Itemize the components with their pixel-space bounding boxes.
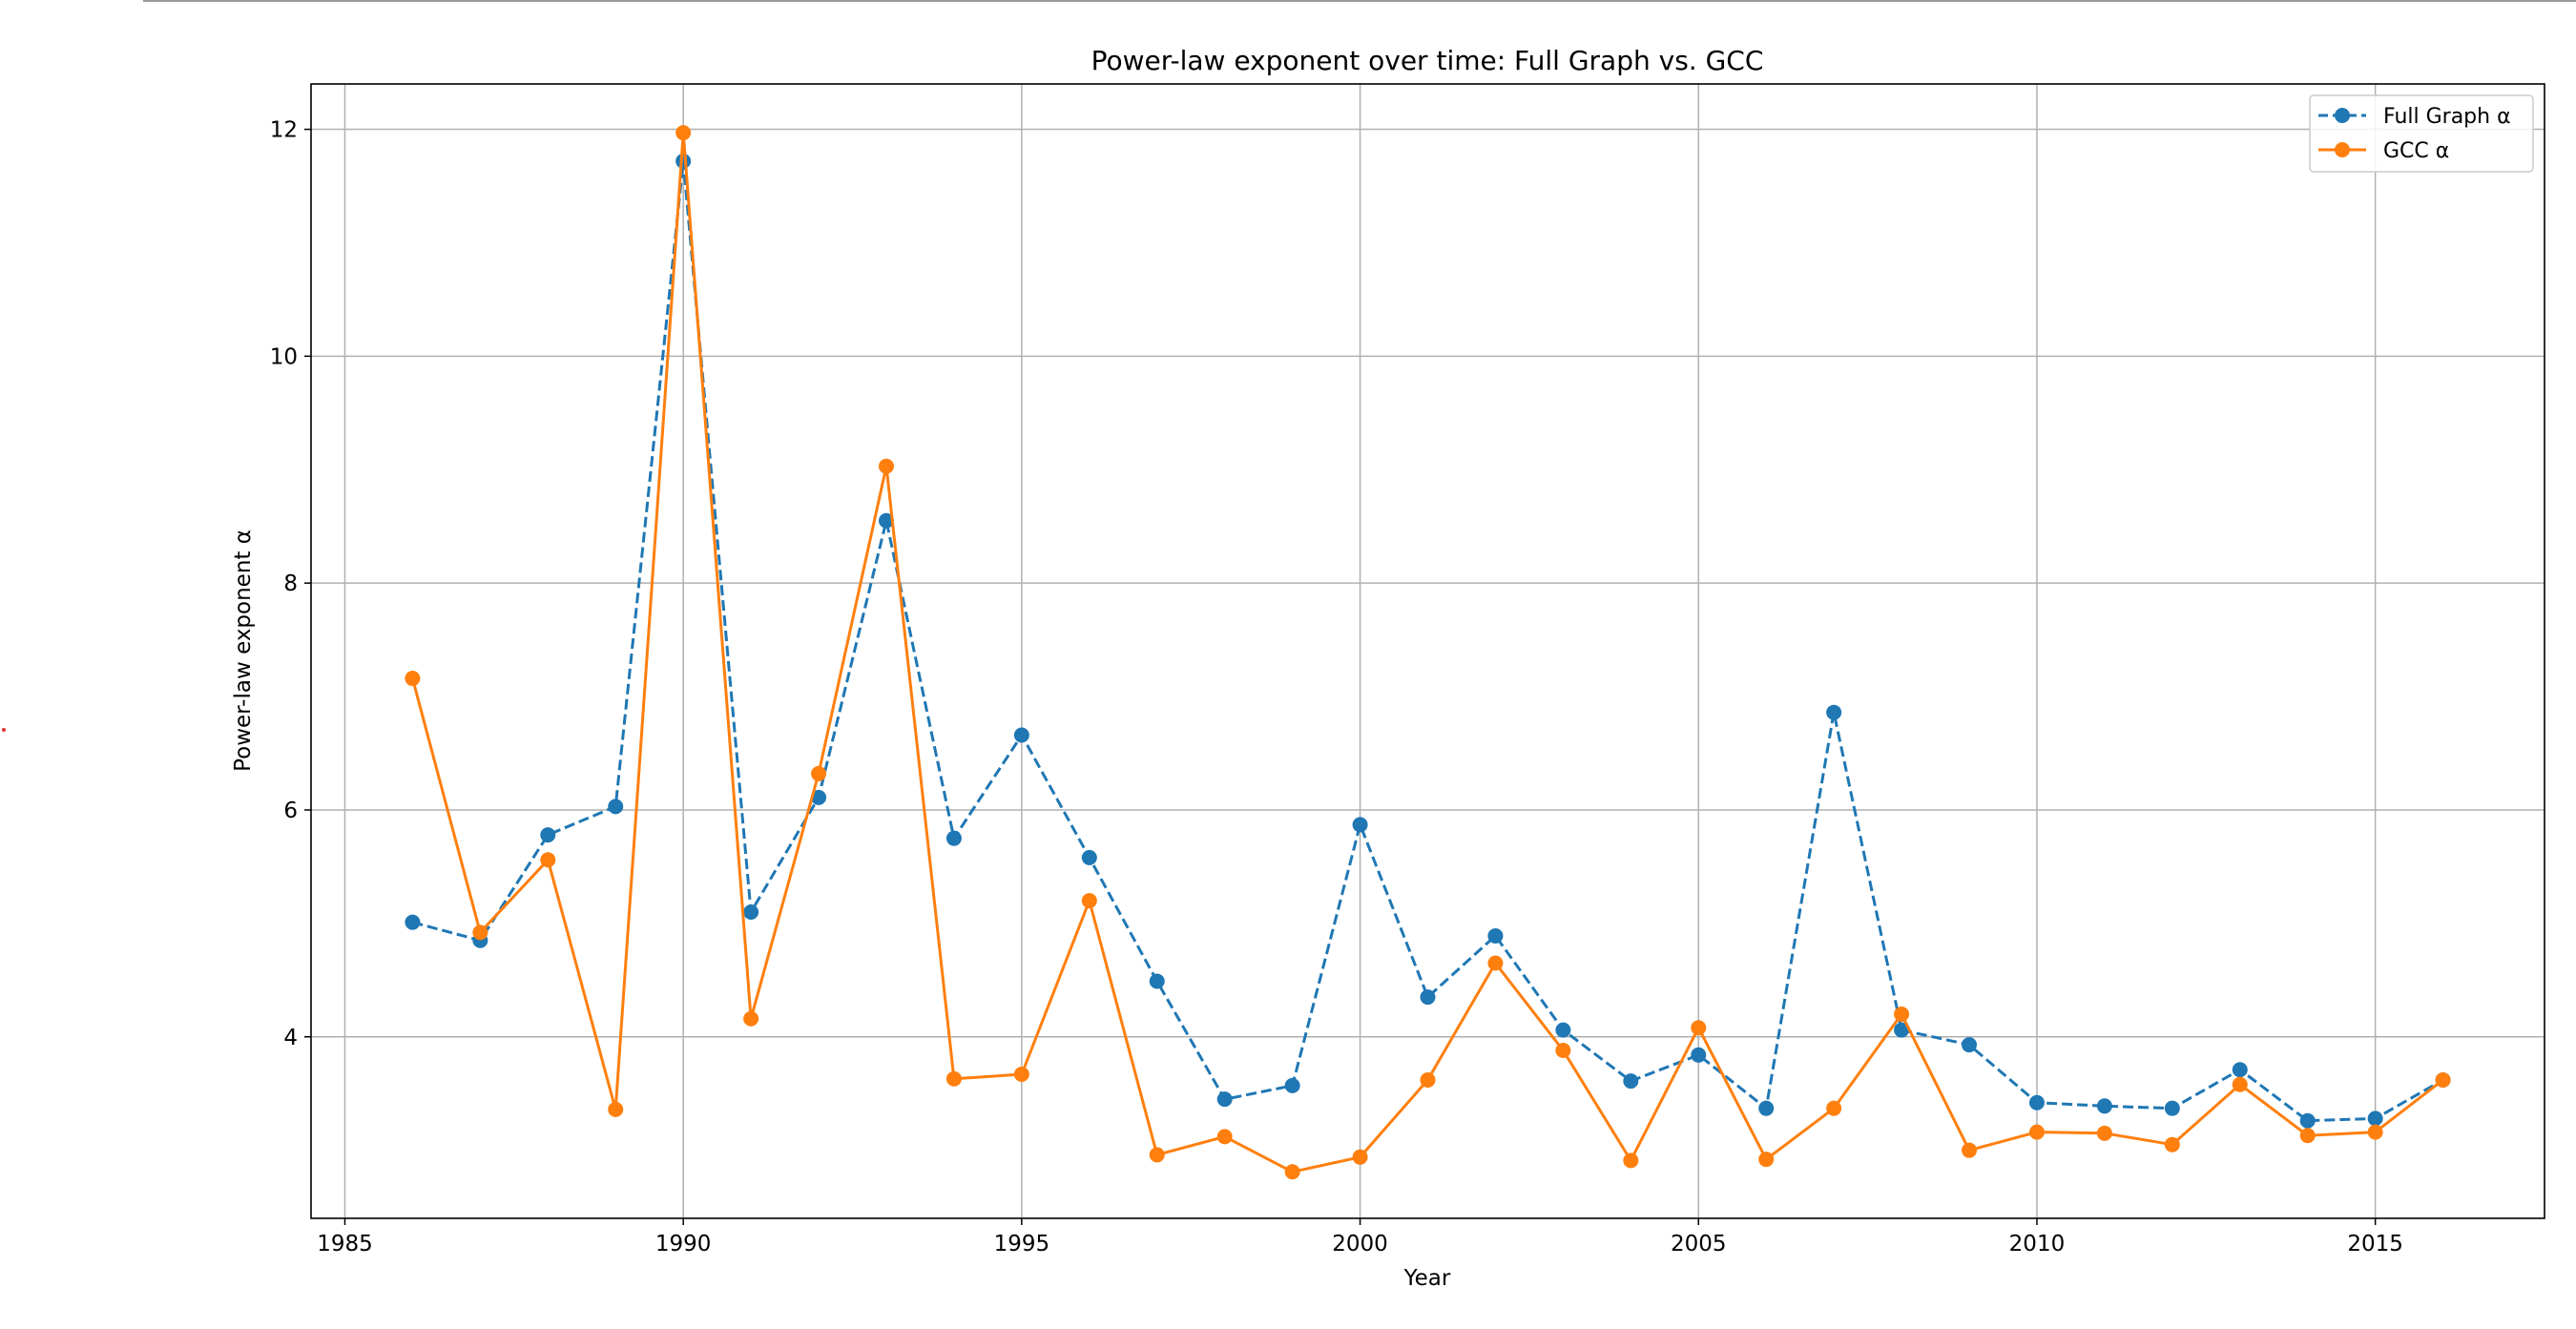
y-tick-label-12: 12 <box>270 118 298 143</box>
data-point-full-graph-2001 <box>1420 989 1436 1006</box>
x-tick-label-2015: 2015 <box>2347 1232 2403 1256</box>
data-point-full-graph-1988 <box>540 827 556 843</box>
y-tick-label-10: 10 <box>270 344 298 369</box>
data-point-full-graph-1986 <box>405 914 421 930</box>
data-point-full-graph-2000 <box>1352 817 1368 833</box>
data-point-gcc-1987 <box>472 924 488 941</box>
stray-red-dot <box>2 728 6 732</box>
x-tick-label-2010: 2010 <box>2009 1232 2066 1256</box>
data-point-full-graph-2015 <box>2367 1111 2383 1127</box>
data-point-gcc-1993 <box>878 458 894 474</box>
data-point-gcc-2002 <box>1487 955 1504 971</box>
data-point-gcc-2004 <box>1623 1152 1639 1169</box>
data-point-full-graph-2013 <box>2232 1062 2248 1078</box>
data-point-gcc-1998 <box>1216 1129 1233 1145</box>
data-point-full-graph-1993 <box>878 512 894 529</box>
data-point-full-graph-2008 <box>1894 1022 1910 1038</box>
data-point-gcc-2013 <box>2232 1076 2248 1092</box>
data-point-gcc-1988 <box>540 852 556 868</box>
top-border-line <box>143 0 2576 2</box>
series-line-full-graph <box>412 159 2444 1123</box>
data-point-gcc-2010 <box>2028 1124 2045 1140</box>
x-tick-label-2000: 2000 <box>1332 1232 1388 1256</box>
data-point-gcc-2005 <box>1691 1020 1707 1036</box>
data-point-full-graph-1991 <box>743 903 759 920</box>
axis-ticks: 1985 1990 1995 2000 2005 2010 2015 4 6 8 10 12 <box>270 118 2403 1256</box>
legend-label-full-graph: Full Graph α <box>2383 105 2511 129</box>
data-point-gcc-1990 <box>675 125 692 141</box>
x-tick-label-1985: 1985 <box>317 1232 373 1256</box>
data-point-full-graph-1998 <box>1216 1091 1233 1108</box>
data-point-full-graph-2004 <box>1623 1073 1639 1090</box>
legend-gcc-marker <box>2335 142 2350 157</box>
data-point-gcc-2007 <box>1826 1100 1842 1116</box>
data-point-full-graph-2012 <box>2164 1100 2180 1116</box>
data-point-full-graph-1989 <box>608 799 624 815</box>
data-point-gcc-2006 <box>1758 1152 1775 1168</box>
data-point-full-graph-2011 <box>2096 1098 2112 1114</box>
data-point-gcc-1999 <box>1284 1164 1300 1180</box>
data-point-gcc-2011 <box>2096 1125 2112 1141</box>
data-point-full-graph-1995 <box>1013 727 1029 743</box>
data-point-gcc-1995 <box>1013 1066 1029 1082</box>
data-point-full-graph-2009 <box>1962 1037 1978 1053</box>
data-point-gcc-1986 <box>405 671 421 687</box>
data-point-full-graph-2010 <box>2028 1094 2045 1111</box>
legend-label-gcc: GCC α <box>2383 139 2449 163</box>
data-point-gcc-1994 <box>945 1070 962 1087</box>
data-point-full-graph-1997 <box>1149 973 1165 989</box>
series-line-gcc <box>410 131 2444 1173</box>
data-point-gcc-2016 <box>2435 1071 2451 1088</box>
data-point-full-graph-1994 <box>945 830 962 846</box>
legend: Full Graph α GCC α <box>2309 94 2534 173</box>
data-point-gcc-2015 <box>2367 1124 2383 1140</box>
data-point-gcc-1992 <box>811 765 827 781</box>
x-axis-label: Year <box>1403 1266 1451 1291</box>
y-tick-label-8: 8 <box>283 571 298 596</box>
x-tick-label-1995: 1995 <box>994 1232 1050 1256</box>
data-point-full-graph-1996 <box>1081 849 1097 865</box>
plot-area-frame <box>310 83 2545 1219</box>
data-point-gcc-2009 <box>1962 1142 1978 1158</box>
y-tick-label-6: 6 <box>283 799 298 823</box>
y-axis-label: Power-law exponent α <box>231 530 256 772</box>
x-tick-label-2005: 2005 <box>1671 1232 1727 1256</box>
data-point-gcc-2001 <box>1420 1071 1436 1088</box>
data-point-gcc-2008 <box>1894 1006 1910 1022</box>
data-point-full-graph-2007 <box>1826 704 1842 720</box>
data-point-full-graph-2014 <box>2299 1112 2316 1129</box>
data-point-full-graph-1992 <box>811 789 827 805</box>
data-point-gcc-1996 <box>1081 893 1097 909</box>
data-point-full-graph-1990 <box>675 153 692 169</box>
data-point-gcc-1991 <box>743 1010 759 1027</box>
data-point-gcc-2003 <box>1555 1043 1571 1059</box>
data-point-full-graph-2005 <box>1691 1047 1707 1063</box>
data-point-gcc-2014 <box>2299 1128 2316 1144</box>
x-tick-label-1990: 1990 <box>655 1232 712 1256</box>
data-point-gcc-1997 <box>1149 1147 1165 1163</box>
legend-full-graph-marker <box>2335 108 2350 123</box>
data-point-full-graph-2002 <box>1487 927 1504 944</box>
data-point-gcc-1989 <box>608 1101 624 1117</box>
data-point-full-graph-2006 <box>1758 1100 1775 1116</box>
data-point-full-graph-1999 <box>1284 1077 1300 1093</box>
data-point-gcc-2012 <box>2164 1136 2180 1152</box>
chart-title: Power-law exponent over time: Full Graph… <box>1091 45 1764 76</box>
data-point-full-graph-2003 <box>1555 1022 1571 1038</box>
data-point-gcc-2000 <box>1352 1149 1368 1165</box>
y-tick-label-4: 4 <box>283 1026 298 1050</box>
series-lines <box>405 125 2451 1180</box>
